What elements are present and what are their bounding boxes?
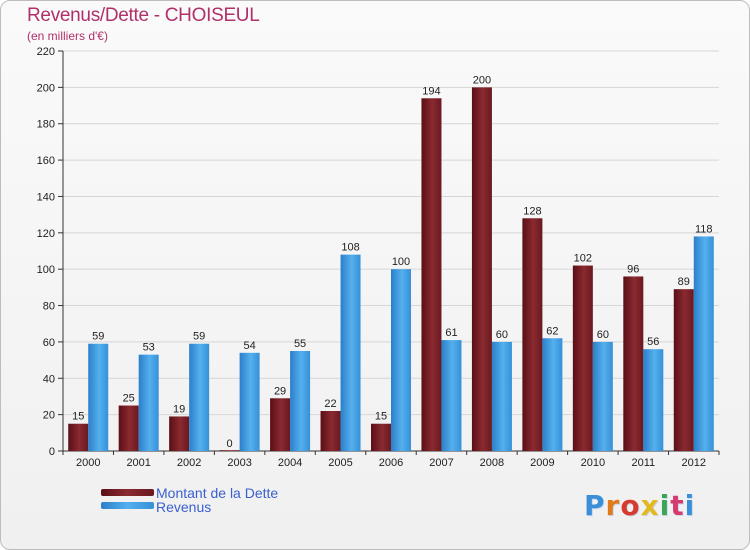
logo-letter: t <box>670 489 685 522</box>
x-tick-label: 2007 <box>429 457 453 469</box>
data-label-dette: 19 <box>173 403 185 415</box>
bar-dette <box>421 98 442 451</box>
data-label-revenus: 59 <box>193 331 205 343</box>
x-tick-label: 2000 <box>76 457 100 469</box>
bar-revenus <box>643 349 664 451</box>
data-label-revenus: 56 <box>647 336 659 348</box>
bar-dette <box>270 398 291 451</box>
chart-title: Revenus/Dette - CHOISEUL <box>27 5 260 26</box>
data-label-dette: 200 <box>473 74 491 86</box>
bar-revenus <box>441 340 462 451</box>
proxiti-logo: Proxiti <box>584 489 695 522</box>
data-label-revenus: 59 <box>92 331 104 343</box>
logo-letter: x <box>640 489 660 522</box>
x-tick-label: 2002 <box>177 457 201 469</box>
bar-revenus <box>189 343 210 451</box>
y-tick-label: 200 <box>37 82 55 94</box>
y-tick-label: 180 <box>37 119 55 131</box>
data-label-dette: 29 <box>274 385 286 397</box>
data-label-dette: 194 <box>422 85 440 97</box>
logo-letter: o <box>620 489 641 522</box>
bar-revenus <box>290 351 311 451</box>
y-tick-label: 20 <box>43 410 55 422</box>
logo-letter: r <box>605 489 621 522</box>
data-label-revenus: 60 <box>597 329 609 341</box>
x-tick-label: 2011 <box>631 457 655 469</box>
legend-swatch-revenus <box>101 502 154 509</box>
bar-dette <box>522 218 543 451</box>
bar-dette <box>572 265 593 451</box>
data-label-dette: 0 <box>227 438 233 450</box>
bar-revenus <box>693 236 714 451</box>
data-label-revenus: 62 <box>546 325 558 337</box>
x-tick-label: 2004 <box>278 457 302 469</box>
bar-dette <box>623 276 644 451</box>
bar-revenus <box>592 341 613 451</box>
chart-subtitle: (en milliers d'€) <box>27 29 108 43</box>
bar-revenus <box>542 338 563 451</box>
data-label-revenus: 54 <box>243 340 255 352</box>
bar-dette <box>320 411 341 451</box>
bar-revenus <box>88 343 109 451</box>
data-label-dette: 96 <box>627 263 639 275</box>
legend-swatch-dette <box>101 489 154 496</box>
data-label-revenus: 100 <box>392 256 410 268</box>
bar-revenus <box>138 354 159 451</box>
data-label-dette: 15 <box>72 411 84 423</box>
x-tick-label: 2003 <box>227 457 251 469</box>
y-tick-label: 220 <box>37 46 55 58</box>
bar-revenus <box>491 341 512 451</box>
logo-letter: i <box>684 489 696 522</box>
y-tick-label: 100 <box>37 264 55 276</box>
data-label-dette: 128 <box>523 205 541 217</box>
data-label-revenus: 55 <box>294 338 306 350</box>
y-tick-label: 60 <box>43 337 55 349</box>
x-tick-label: 2006 <box>379 457 403 469</box>
bar-dette <box>68 423 89 451</box>
y-tick-label: 80 <box>43 301 55 313</box>
logo-letter: i <box>659 489 671 522</box>
bar-dette <box>219 450 240 451</box>
y-tick-label: 40 <box>43 373 55 385</box>
data-label-dette: 25 <box>123 393 135 405</box>
data-label-dette: 102 <box>574 253 592 265</box>
logo-letter: P <box>584 489 606 522</box>
data-label-revenus: 61 <box>445 327 457 339</box>
data-label-revenus: 53 <box>143 342 155 354</box>
x-tick-label: 2009 <box>530 457 554 469</box>
x-tick-label: 2001 <box>126 457 150 469</box>
data-label-dette: 22 <box>324 398 336 410</box>
bar-revenus <box>340 254 361 451</box>
bar-dette <box>118 405 139 451</box>
labels: 15 59 25 53 19 59 0 54 29 55 22 108 15 100 194 61 200 60 1… <box>72 74 712 450</box>
y-tick-label: 0 <box>49 446 55 458</box>
data-label-revenus: 108 <box>341 242 359 254</box>
bars <box>68 87 714 451</box>
legend-label-dette: Montant de la Dette <box>156 485 279 501</box>
bar-dette <box>169 416 190 451</box>
x-tick-label: 2010 <box>581 457 605 469</box>
x-tick-label: 2008 <box>480 457 504 469</box>
y-tick-label: 140 <box>37 191 55 203</box>
data-label-revenus: 60 <box>496 329 508 341</box>
legend-label-revenus: Revenus <box>156 499 212 515</box>
bar-dette <box>471 87 492 451</box>
x-tick-label: 2005 <box>328 457 352 469</box>
y-tick-label: 160 <box>37 155 55 167</box>
data-label-revenus: 118 <box>695 223 713 235</box>
y-tick-label: 120 <box>37 228 55 240</box>
bar-revenus <box>391 269 411 451</box>
data-label-dette: 89 <box>678 276 690 288</box>
bar-dette <box>673 289 694 451</box>
data-label-dette: 15 <box>375 411 387 423</box>
x-tick-label: 2012 <box>682 457 706 469</box>
bar-dette <box>371 423 391 451</box>
bar-revenus <box>239 352 260 451</box>
